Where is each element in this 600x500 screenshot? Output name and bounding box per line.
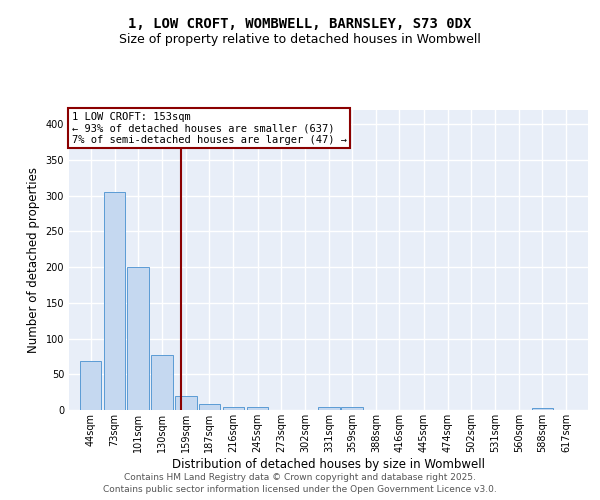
Bar <box>80 362 101 410</box>
Bar <box>104 192 125 410</box>
Bar <box>223 407 244 410</box>
Text: Size of property relative to detached houses in Wombwell: Size of property relative to detached ho… <box>119 32 481 46</box>
X-axis label: Distribution of detached houses by size in Wombwell: Distribution of detached houses by size … <box>172 458 485 470</box>
Bar <box>127 267 149 410</box>
Text: 1 LOW CROFT: 153sqm
← 93% of detached houses are smaller (637)
7% of semi-detach: 1 LOW CROFT: 153sqm ← 93% of detached ho… <box>71 112 347 144</box>
Text: 1, LOW CROFT, WOMBWELL, BARNSLEY, S73 0DX: 1, LOW CROFT, WOMBWELL, BARNSLEY, S73 0D… <box>128 18 472 32</box>
Bar <box>199 404 220 410</box>
Bar <box>151 355 173 410</box>
Bar <box>175 396 197 410</box>
Bar <box>318 407 340 410</box>
Y-axis label: Number of detached properties: Number of detached properties <box>27 167 40 353</box>
Bar <box>341 407 363 410</box>
Bar <box>247 407 268 410</box>
Text: Contains HM Land Registry data © Crown copyright and database right 2025.: Contains HM Land Registry data © Crown c… <box>124 473 476 482</box>
Bar <box>532 408 553 410</box>
Text: Contains public sector information licensed under the Open Government Licence v3: Contains public sector information licen… <box>103 486 497 494</box>
